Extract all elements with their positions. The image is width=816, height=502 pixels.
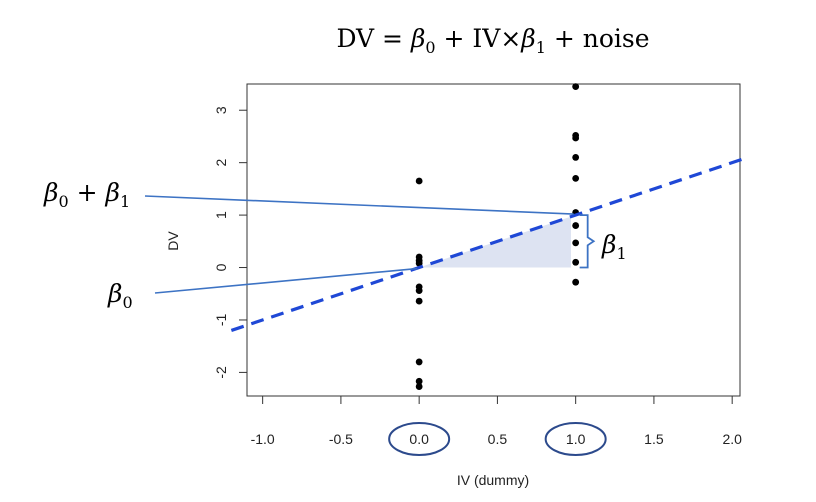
x-axis-label: IV (dummy) <box>457 472 529 488</box>
pointer-beta0 <box>154 267 418 294</box>
y-tick-label: -2 <box>213 366 229 379</box>
x-tick-highlight-circle <box>388 422 451 456</box>
data-point <box>572 134 580 142</box>
x-tick-label: -1.0 <box>251 431 275 447</box>
x-tick-label: 0.5 <box>488 431 508 447</box>
plot-layer: -1.0 -0.5 0.0 0.5 1.0 1.5 2.0 -2 -1 0 1 2 3 <box>144 83 746 456</box>
pointer-beta0-plus-beta1 <box>144 195 574 215</box>
y-tick-label: 2 <box>213 159 229 167</box>
x-tick-label: -0.5 <box>329 431 353 447</box>
x-tick-label: 0.0 <box>409 431 429 447</box>
annotation-beta0-plus-beta1: β0 + β1 <box>43 178 130 211</box>
data-point <box>415 383 423 390</box>
annotation-beta1: β1 <box>601 230 627 263</box>
data-point <box>572 278 580 286</box>
y-tick-label: 3 <box>213 106 229 114</box>
data-point <box>415 297 423 305</box>
x-tick-label: 1.0 <box>566 431 586 447</box>
x-tick-highlight-circle <box>544 422 607 456</box>
x-tick-label: 2.0 <box>722 431 742 447</box>
annotation-beta0: β0 <box>107 279 133 312</box>
data-point <box>415 259 423 267</box>
data-point <box>415 287 423 295</box>
y-axis-label: DV <box>165 231 181 251</box>
data-point <box>572 258 580 266</box>
plot-frame <box>246 83 741 397</box>
equation-title: DV = β0 + IV×β1 + noise <box>336 24 649 57</box>
x-tick-label: 1.5 <box>644 431 664 447</box>
data-point <box>572 222 580 229</box>
data-point <box>572 239 580 247</box>
data-point <box>572 83 580 91</box>
data-point <box>572 154 580 161</box>
data-point <box>415 377 423 385</box>
data-point <box>572 174 580 182</box>
y-tick-label: 0 <box>213 263 229 271</box>
y-tick-label: 1 <box>213 211 229 219</box>
y-tick-label: -1 <box>213 314 229 327</box>
beta1-bracket <box>579 214 596 269</box>
fit-line <box>230 156 746 332</box>
data-point <box>415 177 423 185</box>
data-point <box>415 358 423 366</box>
